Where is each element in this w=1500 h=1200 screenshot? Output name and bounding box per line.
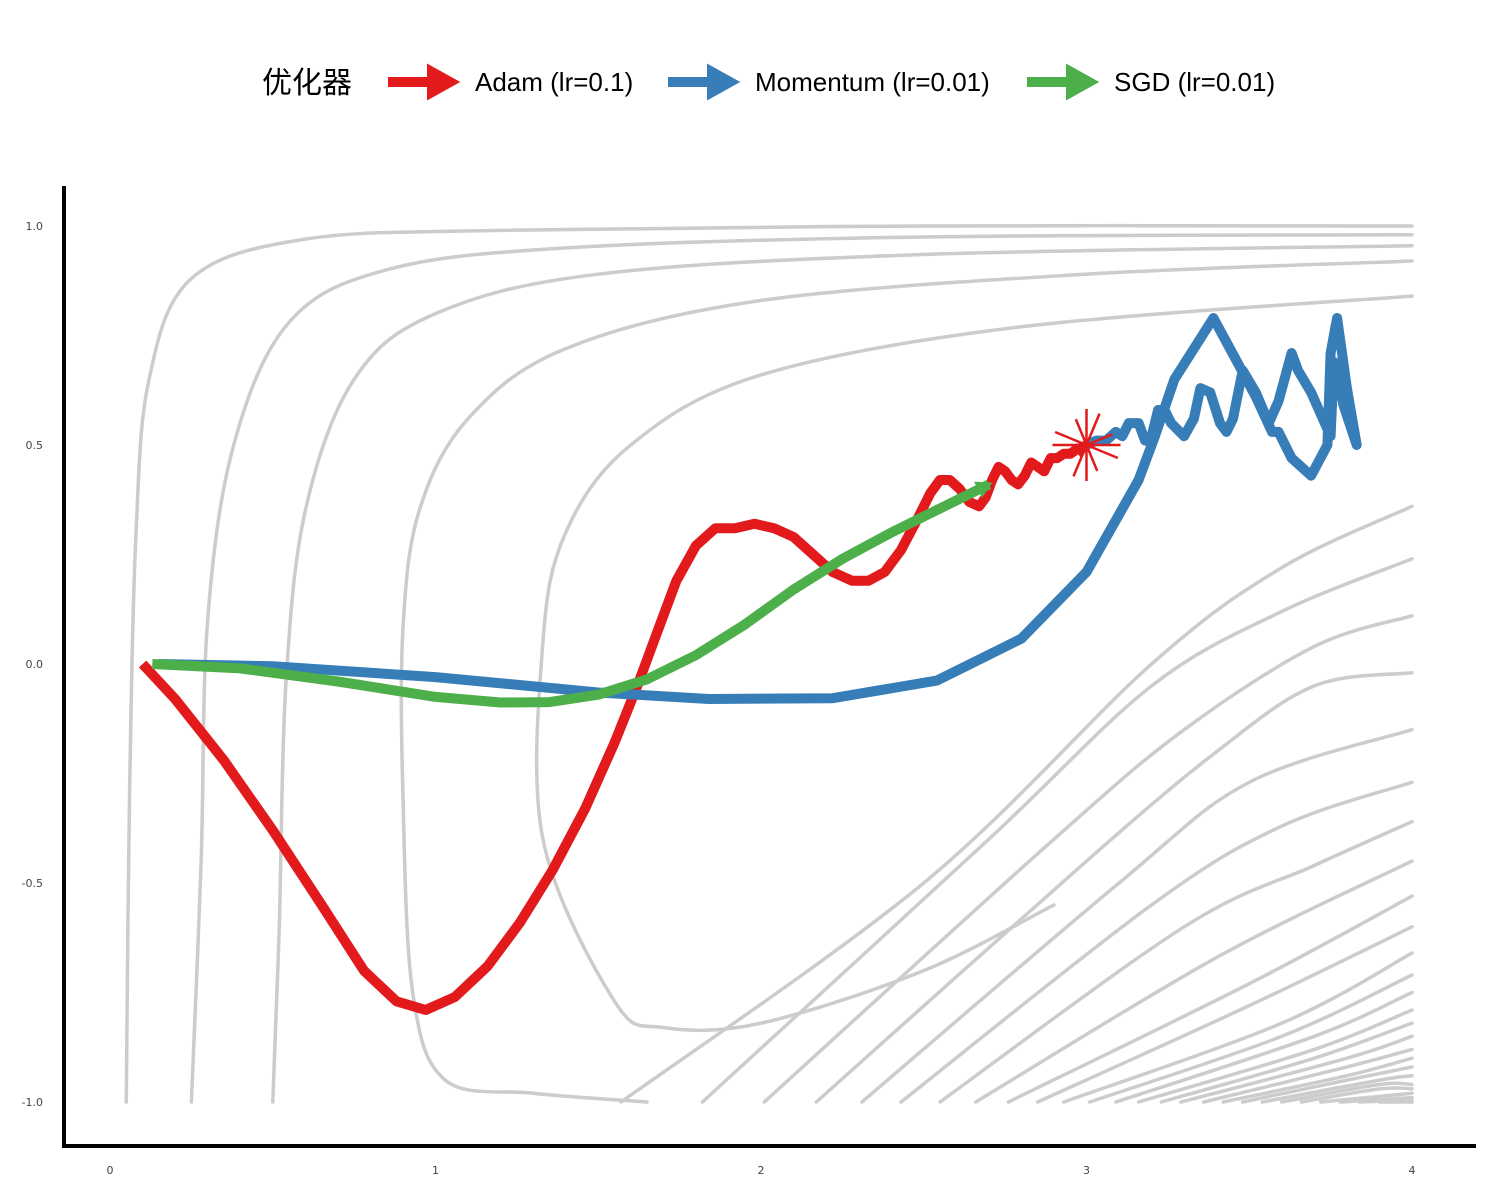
contour-line-19 bbox=[1159, 1021, 1414, 1104]
contour-line-12 bbox=[974, 859, 1414, 1104]
x-tick-label-4: 4 bbox=[1409, 1164, 1416, 1177]
x-tick-label-3: 3 bbox=[1083, 1164, 1090, 1177]
axes bbox=[62, 186, 1476, 1148]
contour-line-5 bbox=[619, 504, 1414, 1104]
contour-line-8 bbox=[814, 671, 1414, 1104]
contour-line-13 bbox=[1006, 894, 1414, 1104]
contour-line-11 bbox=[938, 819, 1414, 1104]
y-tick-label-0.0: 0.0 bbox=[26, 658, 44, 671]
contour-line-25 bbox=[1280, 1081, 1414, 1104]
contour-line-24 bbox=[1260, 1073, 1414, 1104]
y-tick-labels: 1.0 0.5 0.0 -0.5 -1.0 bbox=[22, 220, 43, 1109]
contour-line-0 bbox=[124, 223, 1414, 1104]
contour-line-4 bbox=[534, 294, 1414, 1033]
series-sgd bbox=[152, 479, 993, 708]
contour-line-21 bbox=[1201, 1047, 1414, 1104]
legend-label-sgd: SGD (lr=0.01) bbox=[1114, 67, 1275, 97]
contour-line-3 bbox=[399, 259, 1414, 1104]
minimum-star-marker bbox=[1052, 409, 1121, 481]
trajectory-line-momentum bbox=[158, 313, 1362, 704]
x-tick-label-2: 2 bbox=[758, 1164, 765, 1177]
legend-label-momentum: Momentum (lr=0.01) bbox=[755, 67, 990, 97]
legend-swatch-momentum bbox=[668, 63, 741, 101]
legend-entry-momentum: Momentum (lr=0.01) bbox=[668, 63, 990, 101]
y-tick-label-1.0: 1.0 bbox=[26, 220, 44, 233]
legend-title: 优化器 bbox=[262, 66, 352, 101]
trajectory-series bbox=[138, 313, 1362, 1015]
contour-line-22 bbox=[1221, 1056, 1414, 1104]
legend: 优化器 Adam (lr=0.1) Momentum (lr=0.01) SGD… bbox=[262, 63, 1275, 101]
legend-label-adam: Adam (lr=0.1) bbox=[475, 67, 633, 97]
legend-swatch-sgd bbox=[1027, 63, 1100, 101]
contour-line-10 bbox=[899, 780, 1414, 1104]
x-tick-label-1: 1 bbox=[432, 1164, 439, 1177]
arrowhead-sgd bbox=[974, 481, 993, 498]
legend-swatch-adam bbox=[388, 63, 461, 101]
contour-line-9 bbox=[860, 727, 1414, 1104]
trajectory-line-adam bbox=[138, 440, 1090, 1015]
y-tick-label-0.5: 0.5 bbox=[26, 439, 44, 452]
legend-entry-adam: Adam (lr=0.1) bbox=[388, 63, 633, 101]
contour-line-20 bbox=[1179, 1034, 1414, 1104]
contour-line-26 bbox=[1299, 1086, 1414, 1104]
x-tick-label-0: 0 bbox=[107, 1164, 114, 1177]
minimum-marker-group bbox=[1052, 409, 1121, 481]
legend-entry-sgd: SGD (lr=0.01) bbox=[1027, 63, 1275, 101]
contour-line-1 bbox=[189, 233, 1414, 1104]
series-momentum bbox=[158, 313, 1362, 704]
y-tick-label--1.0: -1.0 bbox=[22, 1096, 43, 1109]
contour-line-18 bbox=[1136, 1008, 1414, 1104]
contour-line-14 bbox=[1035, 925, 1414, 1104]
contour-line-16 bbox=[1088, 973, 1414, 1104]
x-tick-labels: 0 1 2 3 4 bbox=[107, 1164, 1416, 1177]
contour-line-27 bbox=[1319, 1091, 1414, 1104]
contour-line-17 bbox=[1114, 990, 1414, 1104]
contour-lines bbox=[124, 223, 1414, 1104]
contour-line-15 bbox=[1061, 951, 1414, 1104]
y-tick-label--0.5: -0.5 bbox=[22, 877, 43, 890]
contour-line-6 bbox=[700, 557, 1414, 1104]
contour-line-23 bbox=[1240, 1065, 1414, 1104]
trajectory-line-sgd bbox=[152, 479, 992, 708]
contour-line-7 bbox=[762, 614, 1414, 1104]
